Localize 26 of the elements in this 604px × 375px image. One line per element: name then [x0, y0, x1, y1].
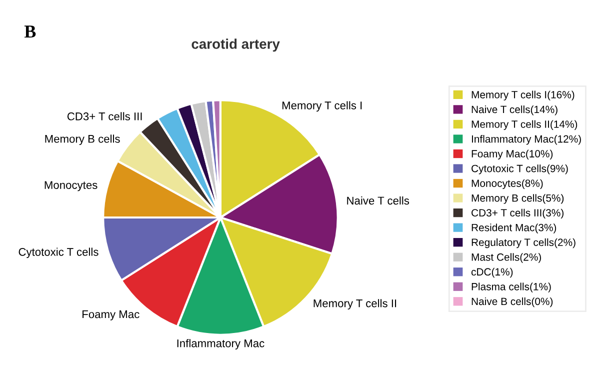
- legend-label: Naive B cells(0%): [472, 297, 553, 308]
- text: Cytotoxic T cells: [18, 248, 98, 258]
- text: B: [24, 26, 36, 38]
- legend-label: Foamy Mac(10%): [472, 150, 553, 160]
- legend-label: Memory T cells II(14%): [472, 120, 578, 130]
- text: Inflammatory Mac: [177, 339, 264, 350]
- text: Naive T cells: [347, 196, 410, 205]
- text: Memory T cells I: [282, 101, 362, 112]
- text: Memory T cells II: [314, 299, 396, 310]
- legend-label: Mast Cells(2%): [472, 253, 541, 263]
- legend-label: Naive T cells(14%): [472, 105, 558, 116]
- legend-label: Cytotoxic T cells(9%): [472, 164, 568, 174]
- legend-label: CD3+ T cells III(3%): [472, 208, 564, 219]
- chart-title: carotid artery: [192, 38, 280, 52]
- text: Foamy Mac: [82, 310, 140, 320]
- legend-label: cDC(1%): [471, 268, 513, 278]
- legend-label: Plasma cells(1%): [472, 282, 551, 292]
- text: CD3+ T cells III: [67, 112, 142, 120]
- text: Memory B cells: [45, 134, 120, 145]
- legend-label: Resident Mac(3%): [472, 224, 556, 234]
- legend-label: Memory B cells(5%): [472, 194, 564, 204]
- legend-label: Regulatory T cells(2%): [472, 238, 576, 248]
- legend-label: Monocytes(8%): [472, 179, 543, 190]
- legend-label: Inflammatory Mac(12%): [472, 135, 581, 145]
- legend-label: Memory T cells I(16%): [472, 90, 574, 100]
- text: Monocytes: [44, 181, 98, 192]
